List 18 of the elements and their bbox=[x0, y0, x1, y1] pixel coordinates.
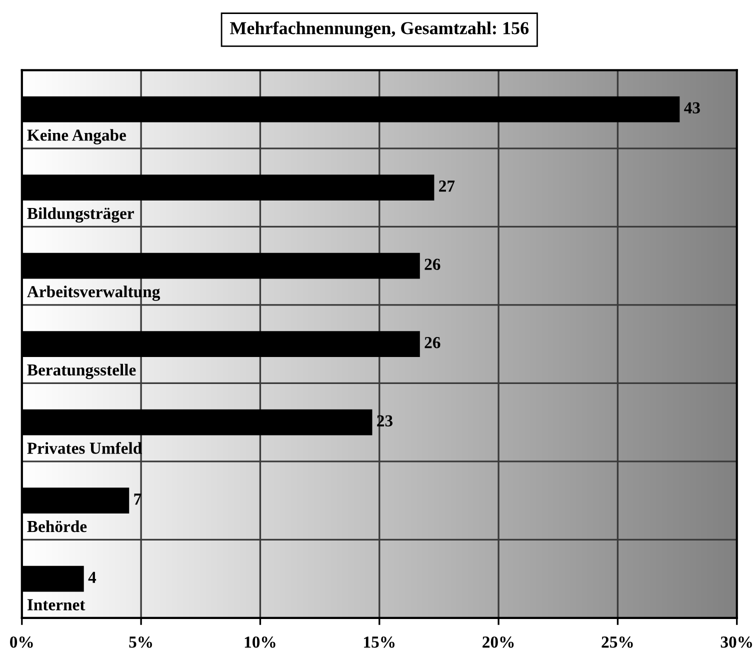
annotation: 27 bbox=[439, 180, 455, 192]
x-tick-label: 15% bbox=[364, 636, 394, 648]
annotation: 26 bbox=[424, 337, 440, 348]
x-tick-label: 5% bbox=[129, 636, 152, 648]
y-tick-label: Beratungsstelle bbox=[27, 364, 136, 380]
y-tick-label: Internet bbox=[27, 599, 86, 610]
annotation: 26 bbox=[424, 258, 440, 270]
y-tick-label: Bildungsträger bbox=[27, 207, 134, 223]
annotation: 43 bbox=[684, 102, 700, 114]
x-tick-label: 0% bbox=[10, 636, 33, 648]
x-tick-label: 25% bbox=[602, 636, 633, 648]
x-tick-label: 10% bbox=[244, 636, 276, 648]
chart-title: Mehrfachnennungen, Gesamtzahl: 156 bbox=[230, 21, 529, 38]
x-tick-label: 20% bbox=[482, 636, 514, 648]
annotation: 4 bbox=[88, 572, 96, 583]
x-tick-label: 30% bbox=[720, 636, 752, 648]
y-tick-label: Behörde bbox=[27, 520, 87, 532]
y-tick-label: Keine Angabe bbox=[27, 129, 126, 144]
